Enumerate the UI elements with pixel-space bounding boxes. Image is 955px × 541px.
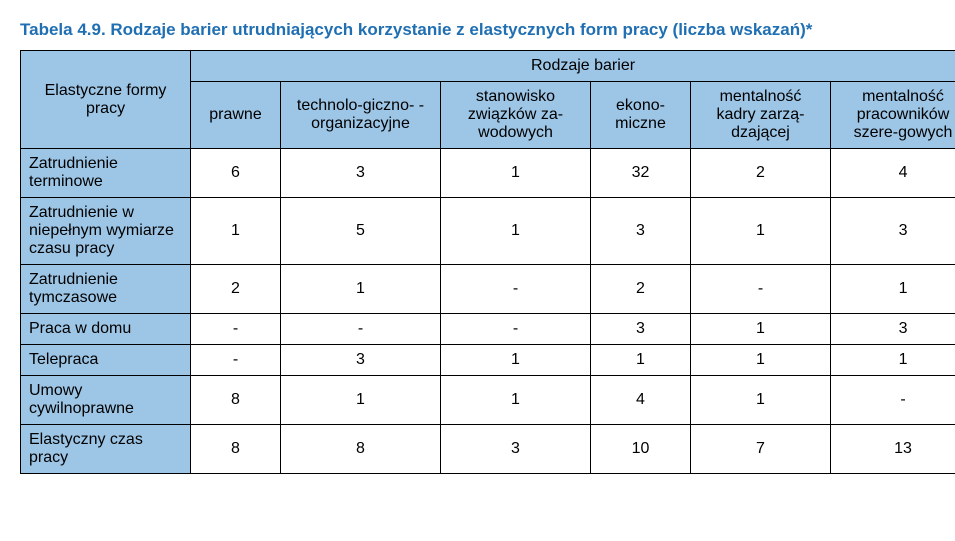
- table-row: Zatrudnienie w niepełnym wymiarze czasu …: [21, 198, 955, 265]
- cell: 3: [281, 345, 441, 376]
- table-row: Zatrudnienie terminowe6313224: [21, 149, 955, 198]
- col-stanowisko: stanowisko związków za-wodowych: [441, 82, 591, 149]
- cell: 1: [281, 376, 441, 425]
- cell: 32: [591, 149, 691, 198]
- row-label: Zatrudnienie terminowe: [21, 149, 191, 198]
- cell: -: [441, 314, 591, 345]
- cell: 1: [441, 376, 591, 425]
- cell: 1: [441, 198, 591, 265]
- col-mentalnosc-kadry: mentalność kadry zarzą-dzającej: [691, 82, 831, 149]
- col-ekonomiczne: ekono-miczne: [591, 82, 691, 149]
- row-label: Zatrudnienie tymczasowe: [21, 265, 191, 314]
- cell: -: [441, 265, 591, 314]
- cell: 7: [691, 425, 831, 474]
- cell: 3: [591, 314, 691, 345]
- cell: 1: [441, 345, 591, 376]
- cell: 3: [831, 314, 955, 345]
- cell: 1: [691, 345, 831, 376]
- cell: -: [191, 345, 281, 376]
- row-header-label: Elastyczne formy pracy: [21, 51, 191, 149]
- col-prawne: prawne: [191, 82, 281, 149]
- cell: 1: [191, 198, 281, 265]
- cell: 2: [591, 265, 691, 314]
- table-row: Zatrudnienie tymczasowe21-2-1: [21, 265, 955, 314]
- cell: 3: [591, 198, 691, 265]
- cell: -: [831, 376, 955, 425]
- barriers-table: Elastyczne formy pracy Rodzaje barier pr…: [20, 50, 955, 474]
- cell: 1: [691, 314, 831, 345]
- row-label: Telepraca: [21, 345, 191, 376]
- cell: 4: [591, 376, 691, 425]
- table-row: Umowy cywilnoprawne81141-: [21, 376, 955, 425]
- cell: 1: [831, 345, 955, 376]
- table-row: Praca w domu---313: [21, 314, 955, 345]
- cell: -: [191, 314, 281, 345]
- cell: 8: [191, 425, 281, 474]
- cell: 6: [191, 149, 281, 198]
- table-row: Elastyczny czas pracy88310713: [21, 425, 955, 474]
- cell: 8: [191, 376, 281, 425]
- cell: 10: [591, 425, 691, 474]
- cell: 3: [281, 149, 441, 198]
- table-body: Zatrudnienie terminowe6313224Zatrudnieni…: [21, 149, 955, 474]
- row-label: Zatrudnienie w niepełnym wymiarze czasu …: [21, 198, 191, 265]
- row-label: Elastyczny czas pracy: [21, 425, 191, 474]
- cell: 1: [691, 376, 831, 425]
- table-title: Tabela 4.9. Rodzaje barier utrudniającyc…: [20, 20, 935, 40]
- row-label: Umowy cywilnoprawne: [21, 376, 191, 425]
- col-technologiczno: technolo-giczno- -organizacyjne: [281, 82, 441, 149]
- cell: 1: [281, 265, 441, 314]
- cell: 3: [831, 198, 955, 265]
- cell: -: [281, 314, 441, 345]
- cell: 5: [281, 198, 441, 265]
- cell: 1: [591, 345, 691, 376]
- table-row: Telepraca-31111: [21, 345, 955, 376]
- cell: 1: [441, 149, 591, 198]
- cell: 4: [831, 149, 955, 198]
- row-label: Praca w domu: [21, 314, 191, 345]
- cell: 13: [831, 425, 955, 474]
- group-header: Rodzaje barier: [191, 51, 955, 82]
- cell: 1: [691, 198, 831, 265]
- cell: 2: [191, 265, 281, 314]
- cell: -: [691, 265, 831, 314]
- cell: 8: [281, 425, 441, 474]
- cell: 1: [831, 265, 955, 314]
- cell: 3: [441, 425, 591, 474]
- col-mentalnosc-pracownikow: mentalność pracowników szere-gowych: [831, 82, 955, 149]
- cell: 2: [691, 149, 831, 198]
